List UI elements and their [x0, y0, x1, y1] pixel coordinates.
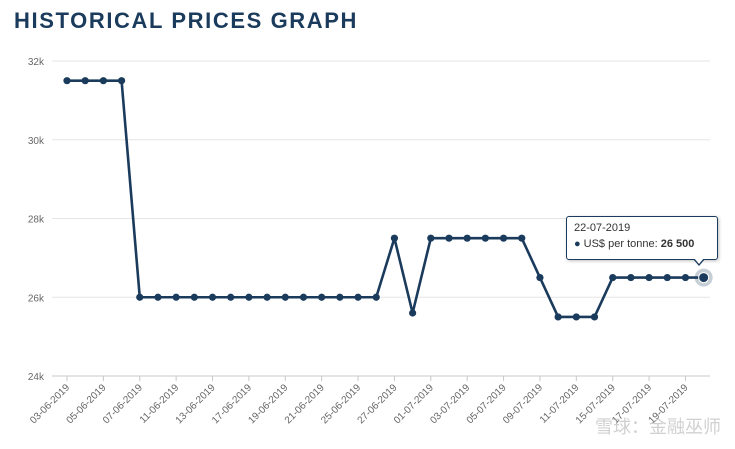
data-point[interactable] [645, 273, 653, 282]
data-point[interactable] [63, 77, 71, 85]
price-points[interactable] [63, 77, 713, 321]
data-point[interactable] [463, 234, 471, 242]
x-axis-tick-labels: 03-06-201905-06-201907-06-201911-06-2019… [28, 382, 691, 426]
data-point[interactable] [245, 293, 253, 301]
price-series[interactable] [67, 79, 704, 319]
data-point[interactable] [263, 293, 271, 301]
data-point[interactable] [172, 293, 180, 301]
y-tick-label: 24k [28, 372, 45, 383]
data-point[interactable] [208, 293, 217, 301]
data-point[interactable] [281, 293, 289, 301]
data-point[interactable] [627, 273, 635, 282]
tooltip-date: 22-07-2019 [574, 222, 631, 234]
y-tick-label: 28k [28, 215, 45, 226]
y-tick-label: 30k [28, 136, 45, 147]
data-point[interactable] [499, 234, 508, 242]
hovered-data-point[interactable] [698, 272, 710, 284]
data-point[interactable] [481, 234, 489, 242]
data-point[interactable] [609, 273, 617, 282]
data-point[interactable] [681, 273, 690, 282]
data-point[interactable] [81, 77, 89, 85]
data-point[interactable] [536, 273, 544, 282]
tooltip-value-line: ● US$ per tonne: 26 500 [574, 238, 710, 250]
y-axis-tick-labels: 24k 26k 28k 30k 32k [28, 57, 45, 383]
watermark: 雪球：金融巫师 [595, 417, 721, 438]
data-point[interactable] [554, 313, 562, 321]
tooltip-caret [693, 258, 705, 266]
data-point[interactable] [117, 77, 126, 85]
tooltip-series-label: US$ per tonne: [583, 238, 658, 250]
data-point[interactable] [136, 293, 144, 301]
data-point[interactable] [590, 313, 599, 321]
data-point[interactable] [299, 293, 308, 301]
data-point[interactable] [190, 293, 198, 301]
data-point[interactable] [572, 313, 580, 321]
y-tick-label: 32k [28, 57, 45, 68]
data-point[interactable] [372, 293, 380, 301]
data-point[interactable] [409, 309, 417, 317]
data-point[interactable] [227, 293, 235, 301]
series-dot-icon: ● [574, 238, 581, 250]
data-point[interactable] [663, 273, 671, 282]
data-point[interactable] [445, 234, 453, 242]
chart-title: HISTORICAL PRICES GRAPH [14, 8, 359, 33]
tooltip-value: 26 500 [660, 238, 695, 250]
data-point[interactable] [354, 293, 362, 301]
data-point[interactable] [99, 77, 107, 85]
data-point[interactable] [390, 234, 399, 242]
data-point[interactable] [518, 234, 526, 242]
data-tooltip: 22-07-2019 ● US$ per tonne: 26 500 [566, 216, 718, 266]
axes [52, 375, 710, 381]
data-point[interactable] [318, 293, 326, 301]
series-line[interactable] [67, 79, 704, 319]
y-tick-label: 26k [28, 293, 45, 304]
data-point[interactable] [336, 293, 344, 301]
data-point[interactable] [427, 234, 435, 242]
data-point[interactable] [154, 293, 162, 301]
